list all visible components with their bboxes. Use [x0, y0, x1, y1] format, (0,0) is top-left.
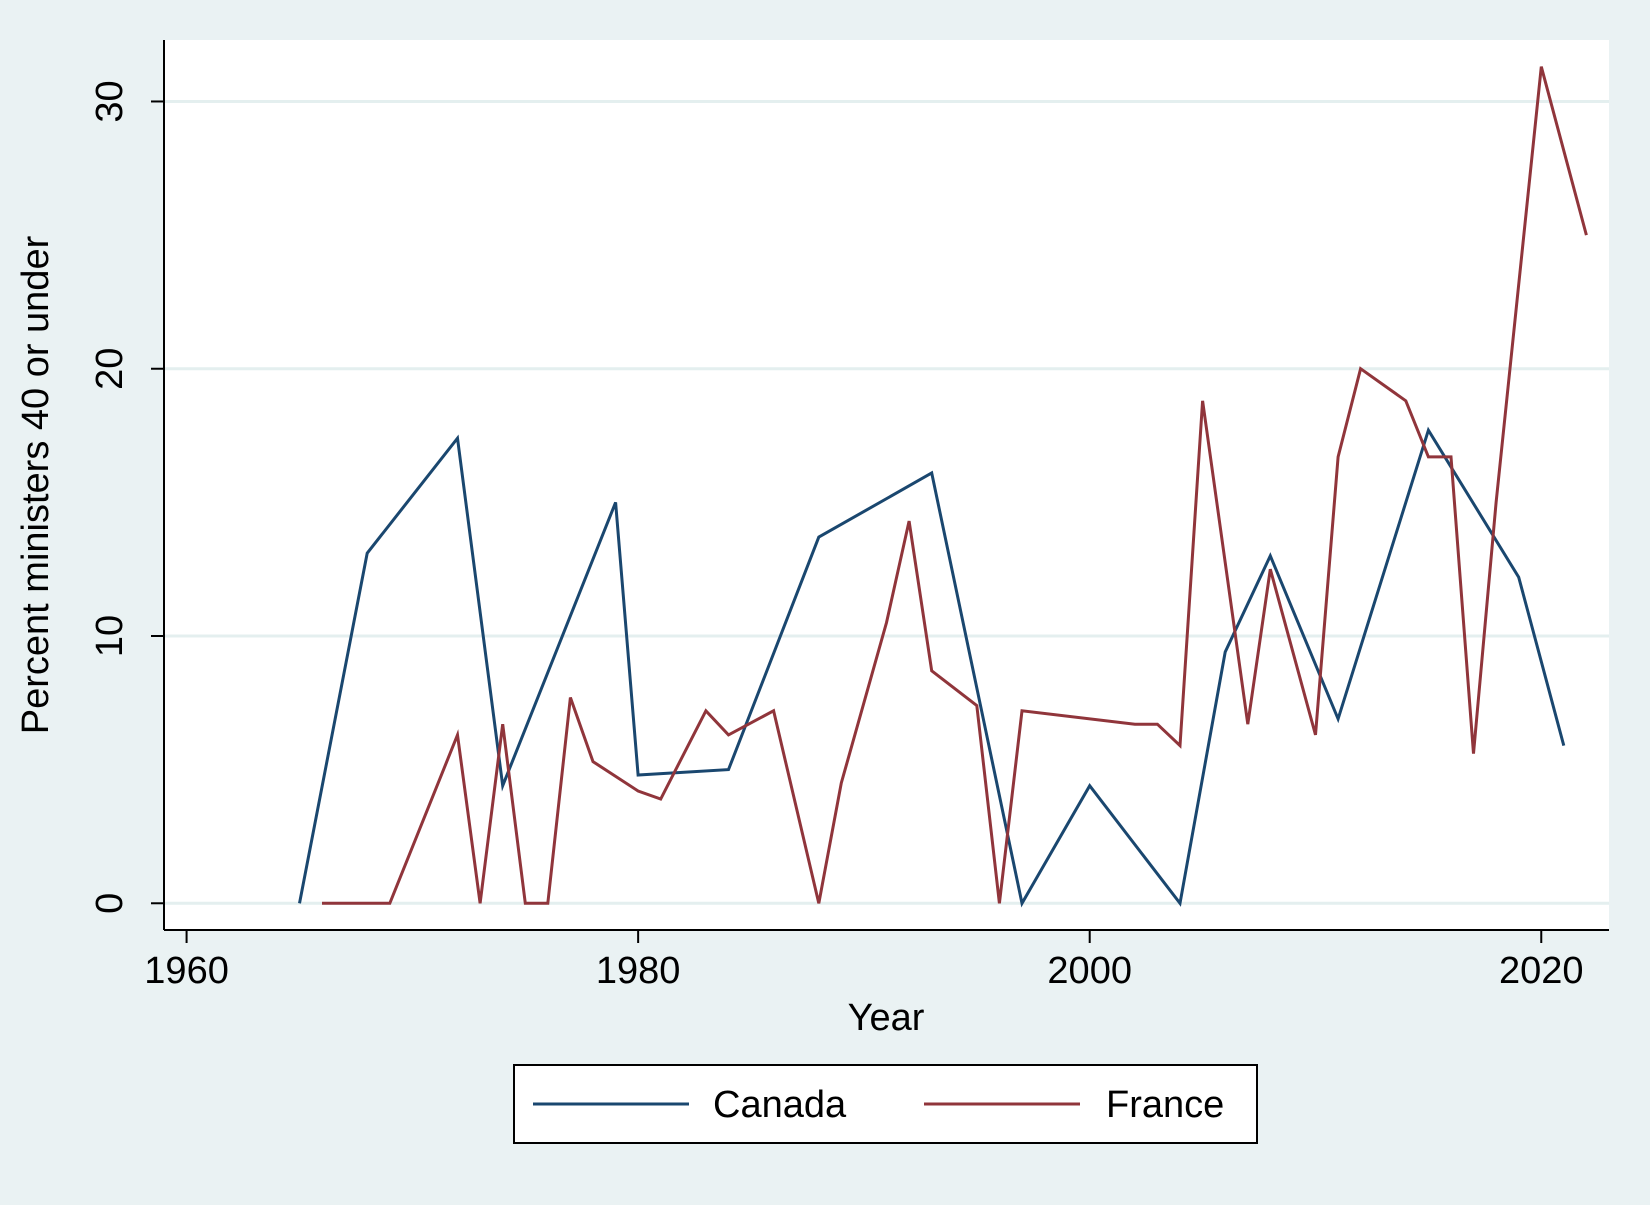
- y-tick-label: 30: [89, 80, 131, 122]
- legend-label-france: France: [1106, 1084, 1224, 1126]
- plot-area: [164, 40, 1609, 930]
- legend-label-canada: Canada: [713, 1084, 847, 1126]
- y-tick-label: 20: [89, 348, 131, 390]
- x-tick-label: 2000: [1047, 950, 1132, 992]
- series-line-canada: [298, 426, 1566, 908]
- tick-labels: 0 10 20 30 1960 1980 2000 2020: [89, 80, 1584, 992]
- y-tick-label: 0: [89, 893, 131, 914]
- y-axis-title: Percent ministers 40 or under: [15, 235, 57, 734]
- series-lines: [298, 66, 1588, 908]
- y-tick-label: 10: [89, 615, 131, 657]
- x-axis-title: Year: [848, 997, 925, 1039]
- grid-lines: [164, 99, 1609, 905]
- x-tick-label: 1960: [144, 950, 229, 992]
- x-tick-label: 1980: [596, 950, 681, 992]
- series-line-france: [322, 66, 1588, 905]
- legend: Canada France: [513, 1064, 1258, 1144]
- x-tick-label: 2020: [1499, 950, 1584, 992]
- axes: [163, 40, 1609, 931]
